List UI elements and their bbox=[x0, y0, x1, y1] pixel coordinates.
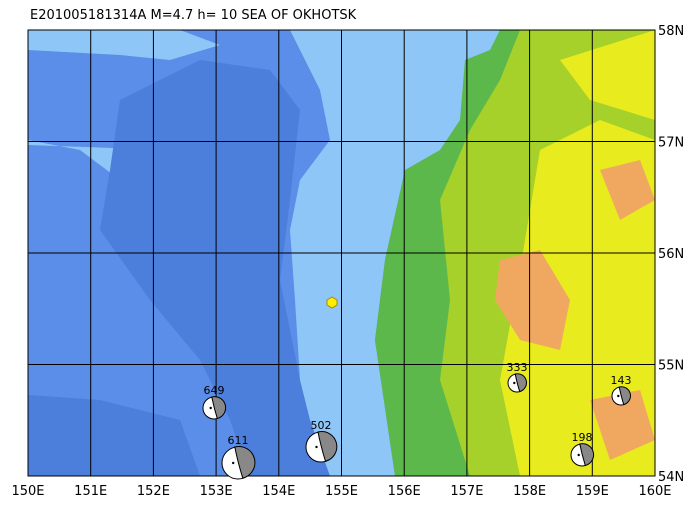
lat-label: 54N bbox=[658, 470, 684, 485]
focal-mechanism bbox=[570, 443, 595, 467]
axis-dot bbox=[232, 461, 235, 465]
axis-dot bbox=[577, 453, 580, 457]
axis-dot bbox=[315, 445, 318, 449]
axis-dot bbox=[209, 406, 212, 410]
epicenter bbox=[326, 296, 338, 309]
focal-mechanism bbox=[221, 446, 256, 480]
beachball-quadrant bbox=[211, 396, 227, 420]
depth-label: 649 bbox=[204, 384, 225, 397]
lat-label: 57N bbox=[658, 136, 684, 151]
depth-label: 333 bbox=[507, 361, 528, 374]
beachball-quadrant bbox=[579, 443, 595, 467]
focal-mechanism bbox=[507, 373, 528, 393]
focal-mechanism bbox=[202, 396, 227, 420]
lon-label: 157E bbox=[450, 484, 483, 499]
map-title: E201005181314A M=4.7 h= 10 SEA OF OKHOTS… bbox=[30, 8, 357, 23]
lon-label: 156E bbox=[388, 484, 421, 499]
lon-label: 153E bbox=[200, 484, 233, 499]
lon-label: 158E bbox=[513, 484, 546, 499]
beachball-quadrant bbox=[317, 431, 338, 462]
lon-label: 150E bbox=[11, 484, 44, 499]
axis-dot bbox=[617, 394, 620, 398]
depth-label: 198 bbox=[572, 431, 593, 444]
lon-label: 159E bbox=[576, 484, 609, 499]
focal-mechanism bbox=[611, 386, 632, 406]
lon-label: 151E bbox=[74, 484, 107, 499]
beachball-quadrant bbox=[234, 446, 256, 479]
depth-label: 611 bbox=[228, 434, 249, 447]
beachball-quadrant bbox=[618, 386, 632, 406]
lon-label: 154E bbox=[262, 484, 295, 499]
focal-mechanism bbox=[305, 431, 338, 463]
lat-label: 58N bbox=[658, 24, 684, 39]
lon-label: 152E bbox=[137, 484, 170, 499]
lon-label: 155E bbox=[325, 484, 358, 499]
beachball-quadrant bbox=[514, 373, 528, 393]
axis-dot bbox=[513, 381, 516, 385]
lat-label: 56N bbox=[658, 247, 684, 262]
depth-label: 143 bbox=[611, 374, 632, 387]
graticule bbox=[27, 29, 656, 477]
lon-label: 160E bbox=[638, 484, 671, 499]
depth-label: 502 bbox=[311, 419, 332, 432]
lat-label: 55N bbox=[658, 359, 684, 374]
